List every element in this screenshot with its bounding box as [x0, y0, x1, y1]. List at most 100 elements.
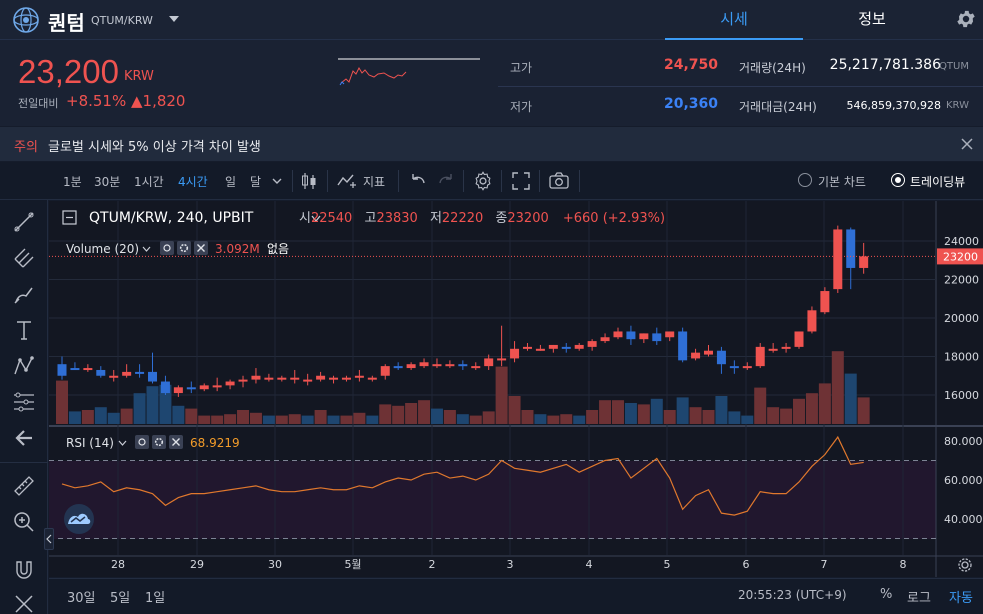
- candle-body: [846, 229, 856, 268]
- brush-icon[interactable]: [12, 282, 36, 306]
- toolbar-separator: [292, 170, 293, 192]
- last-price-tag: 23200: [943, 250, 978, 263]
- rsi-indicator-label[interactable]: RSI (14): [66, 436, 114, 450]
- chart-canvas[interactable]: 24000 22000 20000 18000 16000 23200 80.0000 60.…: [49, 201, 983, 577]
- undo-icon[interactable]: [407, 170, 429, 192]
- candle-body: [794, 331, 804, 347]
- ruler-icon[interactable]: [12, 474, 36, 498]
- toolbar-separator: [398, 170, 399, 192]
- candle-body: [406, 364, 416, 369]
- interval-1m[interactable]: 1분: [63, 175, 82, 189]
- range-30d[interactable]: 30일: [67, 591, 96, 606]
- time-tick-label: 8: [900, 558, 907, 571]
- volume-indicator-label[interactable]: Volume (20): [66, 242, 139, 256]
- fib-retracement-icon[interactable]: [12, 390, 36, 414]
- pitchfork-icon[interactable]: [12, 246, 36, 270]
- candle-body: [316, 375, 326, 380]
- chevron-down-icon[interactable]: [311, 215, 321, 223]
- redo-icon[interactable]: [435, 170, 457, 192]
- candle-body: [768, 348, 778, 351]
- scissors-icon[interactable]: [12, 592, 36, 614]
- candle-body: [290, 377, 300, 380]
- candle-body: [70, 368, 80, 371]
- settings-small-icon[interactable]: [177, 241, 191, 255]
- indicator-button[interactable]: 지표: [363, 175, 386, 189]
- volume-bar: [185, 408, 198, 424]
- interval-30m[interactable]: 30분: [94, 175, 121, 189]
- trend-line-icon[interactable]: [12, 210, 36, 234]
- stat-row-low: 저가 20,360 거래대금(24H) 546,859,370,928 KRW: [498, 85, 983, 126]
- indicator-icon[interactable]: [336, 170, 358, 192]
- range-1d[interactable]: 1일: [145, 591, 166, 606]
- chevron-down-icon[interactable]: [270, 174, 284, 188]
- interval-4h[interactable]: 4시간: [178, 175, 208, 189]
- volume-bar: [573, 415, 586, 424]
- fullscreen-icon[interactable]: [510, 170, 532, 192]
- tab-info[interactable]: 정보: [858, 10, 886, 28]
- chevron-down-icon[interactable]: [167, 13, 181, 25]
- volume-value: 3.092M: [215, 242, 260, 256]
- notice-text: 글로벌 시세와 5% 이상 가격 차이 발생: [48, 140, 261, 155]
- candle-body: [729, 366, 739, 369]
- radio-tradingview[interactable]: [891, 173, 905, 187]
- gear-icon[interactable]: [955, 8, 977, 30]
- price-tick-label: 22000: [944, 274, 979, 287]
- arrow-left-icon[interactable]: [12, 426, 36, 450]
- candle-body: [303, 379, 313, 382]
- text-tool-icon[interactable]: [12, 318, 36, 342]
- radio-basic-chart[interactable]: [798, 173, 812, 187]
- basic-chart-label[interactable]: 기본 차트: [818, 175, 866, 189]
- log-toggle[interactable]: 로그: [907, 591, 931, 606]
- auto-toggle[interactable]: 자동: [949, 591, 973, 606]
- last-price-tag-bg: [937, 248, 983, 265]
- percent-toggle[interactable]: %: [880, 587, 893, 602]
- interval-month[interactable]: 달: [250, 175, 262, 189]
- amount-24h-unit: KRW: [946, 100, 969, 111]
- high-label: 고가: [510, 61, 533, 75]
- settings-small-icon[interactable]: [152, 435, 166, 449]
- magnet-icon[interactable]: [12, 558, 36, 582]
- price-unit: KRW: [124, 69, 154, 84]
- mini-price-chart: [338, 58, 480, 86]
- zoom-in-icon[interactable]: [12, 510, 36, 534]
- price-chart[interactable]: 24000 22000 20000 18000 16000 23200 80.0000 60.…: [49, 201, 983, 577]
- candle-body: [716, 350, 726, 365]
- volume-bar: [249, 412, 262, 424]
- volume-bar: [430, 408, 443, 424]
- interval-1h[interactable]: 1시간: [134, 175, 164, 189]
- candle-body: [678, 331, 688, 361]
- time-tick-label: 4: [586, 558, 593, 571]
- volume-bar: [521, 410, 534, 424]
- rsi-tick-label: 60.0000: [944, 474, 983, 487]
- volume-bar: [327, 415, 340, 424]
- gear-icon[interactable]: [472, 170, 494, 192]
- candle-body: [639, 333, 649, 340]
- pattern-icon[interactable]: [12, 354, 36, 378]
- interval-day[interactable]: 일: [225, 175, 237, 189]
- range-5d[interactable]: 5일: [110, 591, 131, 606]
- eye-icon[interactable]: [160, 241, 174, 255]
- candle-body: [432, 364, 442, 367]
- high-label: 고: [364, 211, 376, 226]
- chart-bottom-bar: 30일 5일 1일 20:55:23 (UTC+9) % 로그 자동: [49, 578, 983, 614]
- chevron-down-icon[interactable]: [118, 440, 127, 446]
- amount-24h-label: 거래대금(24H): [739, 100, 817, 114]
- chart-clock[interactable]: 20:55:23 (UTC+9): [738, 588, 847, 602]
- volume-bar: [172, 405, 185, 424]
- chevron-down-icon[interactable]: [142, 246, 151, 252]
- volume-bar: [857, 397, 870, 424]
- eye-icon[interactable]: [135, 435, 149, 449]
- candle-body: [691, 352, 701, 359]
- volume-bar: [560, 414, 573, 424]
- volume-bar: [443, 410, 456, 424]
- camera-icon[interactable]: [548, 170, 570, 192]
- tradingview-label[interactable]: 트레이딩뷰: [910, 175, 966, 189]
- gear-icon[interactable]: [958, 558, 972, 572]
- volume-bar: [534, 414, 547, 424]
- collapse-toolbar-handle[interactable]: [44, 528, 54, 550]
- volume-bar: [599, 400, 612, 424]
- tab-market-price[interactable]: 시세: [665, 0, 803, 40]
- candle-type-icon[interactable]: [298, 170, 320, 192]
- close-icon[interactable]: [960, 137, 974, 151]
- collapse-legend-icon[interactable]: [62, 210, 77, 225]
